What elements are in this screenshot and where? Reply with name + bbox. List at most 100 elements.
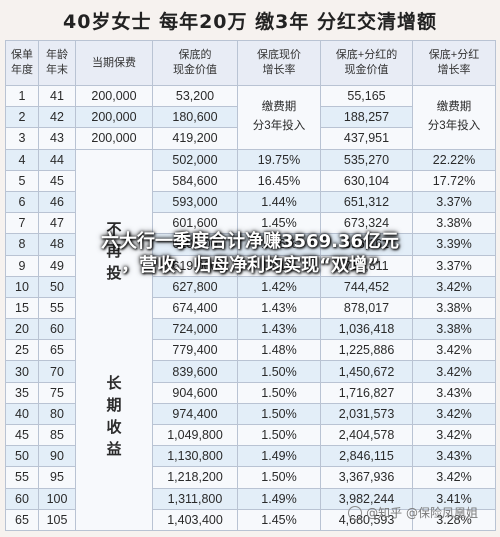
table-cell: 1 [5, 84, 39, 108]
table-cell: 3.39% [412, 233, 496, 256]
table-cell: 50 [38, 275, 76, 298]
table-cell: 2,846,115 [320, 445, 413, 468]
table-cell: 1,218,200 [152, 466, 238, 489]
table-cell: 20 [5, 318, 39, 341]
table-cell: 42 [38, 106, 76, 129]
table-cell: 60 [5, 487, 39, 510]
table-cell: 4 [5, 148, 39, 171]
table-cell: 3.38% [412, 296, 496, 320]
column-header-1: 年龄 年末 [38, 40, 76, 86]
overlay-line-2: ，营收、归母净利均实现“双增” [121, 255, 379, 276]
table-cell: 1.49% [237, 487, 321, 510]
table-row: 65 105 1,403,400 1.45% 4,680,593 3.28% [5, 508, 496, 531]
side-label-top: 不再投 [106, 220, 122, 282]
table-cell: 1.50% [237, 381, 321, 404]
table-cell: 2 [5, 106, 39, 129]
table-cell: 43 [38, 127, 76, 150]
table-cell: 601,600 [152, 212, 238, 235]
table-cell: 724,000 [152, 318, 238, 341]
table-row: 30 70 839,600 1.50% 1,450,672 3.42% [5, 360, 496, 383]
table-cell: 40 [5, 402, 39, 426]
table-cell: 3.42% [412, 275, 496, 298]
table-cell: 17.72% [412, 169, 496, 192]
table-cell: 1.45% [237, 212, 321, 235]
table-cell: 1,311,800 [152, 487, 238, 510]
table-cell: 3.42% [412, 466, 496, 489]
page-title: 40岁女士 每年20万 缴3年 分红交清增额 [63, 10, 437, 33]
table-cell: 1.45% [237, 508, 321, 531]
table-cell: 1.48% [237, 339, 321, 362]
column-header-4: 保底现价 增长率 [237, 40, 321, 86]
watermark-text: @知乎 @保险凤凰姐 [366, 506, 478, 520]
table-cell: 200,000 [75, 106, 153, 129]
column-header-5: 保底+分红的 现金价值 [320, 40, 413, 86]
table-cell: 839,600 [152, 360, 238, 383]
column-header-6: 保底+分红 增长率 [412, 40, 496, 86]
table-cell: 1,130,800 [152, 445, 238, 468]
table-cell: 1,403,400 [152, 508, 238, 531]
table-cell: 3.42% [412, 360, 496, 383]
table-cell: 593,000 [152, 190, 238, 214]
table-row: 5 45 584,600 16.45% 630,104 17.72% [5, 169, 496, 192]
table-cell: 80 [38, 402, 76, 426]
table-cell: 10 [5, 275, 39, 298]
table-cell: 3.43% [412, 445, 496, 468]
table-cell: 22.22% [412, 148, 496, 171]
overlay-line-1: 六大行一季度合计净赚3569.36亿元 [101, 231, 399, 252]
table-cell: 3,367,936 [320, 466, 413, 489]
table-cell: 90 [38, 445, 76, 468]
table-cell: 627,800 [152, 275, 238, 298]
side-label-bottom: 长期收益 [106, 374, 122, 458]
table-row: 9 49 619,000 1.41% 719,811 3.37% [5, 254, 496, 277]
insurance-table: 保单 年度 年龄 年末 当期保费 保底的 现金价值 保底现价 增长率 保底+分红的 现金价值 保底+分… [5, 40, 496, 531]
table-cell: 30 [5, 360, 39, 383]
table-cell: 188,257 [320, 106, 413, 129]
table-header: 保单 年度 年龄 年末 当期保费 保底的 现金价值 保底现价 增长率 保底+分红的 现金价值 保底+分… [5, 40, 496, 86]
table-cell: 200,000 [75, 127, 153, 150]
table-cell: 3.37% [412, 254, 496, 277]
table-cell: 45 [5, 423, 39, 447]
table-cell: 15 [5, 296, 39, 320]
table-row: 60 100 1,311,800 1.49% 3,982,244 3.41% [5, 487, 496, 510]
table-row: 45 85 1,049,800 1.50% 2,404,578 3.42% [5, 423, 496, 447]
zhihu-logo-icon [348, 505, 363, 520]
table-cell: 60 [38, 318, 76, 341]
table-row: 7 47 601,600 1.45% 673,324 3.38% [5, 212, 496, 235]
table-cell: 85 [38, 423, 76, 447]
table-cell: 1.49% [237, 445, 321, 468]
table-cell: 50 [5, 445, 39, 468]
table-cell: 719,811 [320, 254, 413, 277]
table-cell: 49 [38, 254, 76, 277]
watermark: @知乎 @保险凤凰姐 [348, 504, 478, 521]
table-cell: 3 [5, 127, 39, 150]
column-header-2: 当期保费 [75, 40, 153, 86]
table-cell: 651,312 [320, 190, 413, 214]
table-cell: 535,270 [320, 148, 413, 171]
table-cell: 744,452 [320, 275, 413, 298]
table-row: 40 80 974,400 1.50% 2,031,573 3.42% [5, 402, 496, 426]
pay-period-cell: 缴费期 分3年投入 [237, 85, 321, 150]
table-cell: 502,000 [152, 148, 238, 171]
table-cell: 1,049,800 [152, 423, 238, 447]
column-header-3: 保底的 现金价值 [152, 40, 238, 86]
column-header-0: 保单 年度 [5, 40, 39, 86]
table-row: 15 55 674,400 1.43% 878,017 3.38% [5, 296, 496, 320]
table-cell: 200,000 [75, 84, 153, 108]
table-cell: 437,951 [320, 127, 413, 150]
table-row: 25 65 779,400 1.48% 1,225,886 3.42% [5, 339, 496, 362]
table-cell: 630,104 [320, 169, 413, 192]
table-cell: 1.50% [237, 466, 321, 489]
table-cell: 48 [38, 233, 76, 256]
table-cell: 45 [38, 169, 76, 192]
table-cell: 2,404,578 [320, 423, 413, 447]
table-cell: 419,200 [152, 127, 238, 150]
table-cell: 3.38% [412, 212, 496, 235]
table-cell: 1,450,672 [320, 360, 413, 383]
side-label: 不再投长期收益 [75, 148, 153, 531]
table-row: 50 90 1,130,800 1.49% 2,846,115 3.43% [5, 445, 496, 468]
table-cell: 53,200 [152, 84, 238, 108]
table-row: 1 41 200,000 53,200 缴费期 分3年投入 55,165 缴费期 分3年投入 [5, 84, 496, 150]
table-cell: 3.42% [412, 402, 496, 426]
table-cell: 5 [5, 169, 39, 192]
table-cell: 6 [5, 190, 39, 214]
